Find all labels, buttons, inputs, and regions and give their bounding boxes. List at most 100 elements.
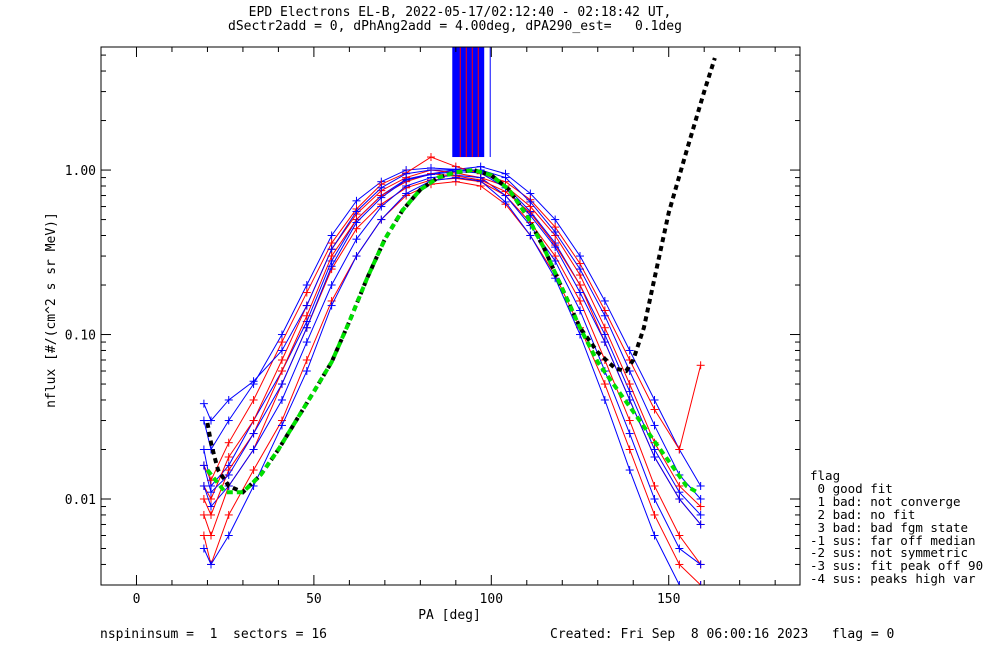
red-series-point [675, 531, 684, 540]
red-series-point [302, 311, 311, 320]
red-series-point [625, 445, 634, 454]
blue-series-point [206, 560, 215, 569]
x-tick-label: 0 [133, 592, 141, 607]
blue-series-line [203, 177, 701, 585]
red-series-point [696, 502, 705, 511]
legend-item: 0 good fit [810, 480, 893, 496]
blue-series-point [377, 215, 386, 224]
blue-series-point [650, 395, 659, 404]
blue-series-line [203, 170, 702, 525]
blue-series-point [526, 197, 535, 206]
legend-item: 3 bad: bad fgm state [810, 519, 969, 535]
blue-series-point [576, 288, 585, 297]
blue-series-point [377, 193, 386, 202]
blue-series-point [277, 346, 286, 355]
blue-series-point [327, 262, 336, 271]
blue-series-point [696, 520, 705, 529]
blue-series-point [576, 265, 585, 274]
blue-series-point [551, 228, 560, 237]
blue-series-point [352, 218, 361, 227]
legend-title: flag [810, 468, 841, 483]
green-fit-curve [205, 168, 699, 495]
blue-series-point [650, 445, 659, 454]
blue-series-point [675, 495, 684, 504]
chart-title-line-1: EPD Electrons EL-B, 2022-05-17/02:12:40 … [248, 5, 672, 20]
blue-series-point [302, 281, 311, 290]
blue-series-point [551, 215, 560, 224]
red-series-point [224, 453, 233, 462]
blue-series-point [696, 495, 705, 504]
red-series-point [696, 361, 705, 370]
red-series-point [302, 288, 311, 297]
blue-series-point [352, 196, 361, 205]
blue-series-point [650, 453, 659, 462]
blue-series-point [249, 429, 258, 438]
blue-series-point [352, 235, 361, 244]
blue-series-point [675, 581, 684, 585]
blue-series-point [277, 421, 286, 430]
red-series-point [277, 338, 286, 347]
y-tick-label: 0.10 [65, 329, 96, 344]
flag-legend: flag 0 good fit 1 bad: not converge 2 ba… [810, 468, 984, 587]
blue-series-point [426, 170, 435, 179]
blue-series-point [352, 207, 361, 216]
footer-created-info: Created: Fri Sep 8 06:00:16 2023 flag = … [550, 627, 895, 642]
blue-series-line [203, 166, 702, 487]
blue-series-point [327, 245, 336, 254]
blue-series-point [402, 189, 411, 198]
red-series-point [249, 466, 258, 475]
blue-series-point [277, 330, 286, 339]
blue-series-point [600, 296, 609, 305]
blue-series-point [696, 481, 705, 490]
blue-series-point [224, 416, 233, 425]
peak-band [452, 47, 485, 158]
blue-series-point [402, 176, 411, 185]
blue-series-point [206, 416, 215, 425]
blue-series-point [526, 231, 535, 240]
legend-item: -4 sus: peaks high var [810, 571, 976, 587]
legend-item: 1 bad: not converge [810, 493, 961, 509]
red-series-point [576, 281, 585, 290]
blue-series-point [224, 531, 233, 540]
blue-series-point [277, 395, 286, 404]
red-series-line [203, 156, 702, 482]
blue-series-point [302, 323, 311, 332]
blue-series-point [206, 488, 215, 497]
red-series-point [206, 531, 215, 540]
blue-series-point [551, 256, 560, 265]
blue-series-point [199, 481, 208, 490]
blue-series-point [352, 252, 361, 261]
blue-series-point [696, 560, 705, 569]
legend-item: 2 bad: no fit [810, 506, 916, 522]
blue-series-point [551, 243, 560, 252]
x-tick-label: 150 [657, 592, 680, 607]
red-series-line [203, 181, 701, 585]
red-series-point [199, 495, 208, 504]
blue-series-point [302, 301, 311, 310]
plot-frame [100, 46, 801, 586]
blue-series-point [501, 197, 510, 206]
red-series-point [625, 416, 634, 425]
blue-series-point [576, 306, 585, 315]
red-series-point [206, 510, 215, 519]
red-series-point [277, 367, 286, 376]
blue-series-point [675, 544, 684, 553]
blue-series-point [600, 395, 609, 404]
blue-series-point [224, 470, 233, 479]
y-tick-label: 1.00 [65, 164, 96, 179]
y-tick-label: 0.01 [65, 493, 96, 508]
red-series-point [650, 405, 659, 414]
chart-title-line-2: dSectr2add = 0, dPhAng2add = 4.00deg, dP… [228, 19, 682, 34]
red-series-point [224, 438, 233, 447]
blue-series-point [327, 301, 336, 310]
blue-series-point [501, 173, 510, 182]
blue-series-point [650, 421, 659, 430]
blue-series-point [249, 445, 258, 454]
blue-series-point [199, 544, 208, 553]
blue-series-point [199, 416, 208, 425]
blue-series-point [625, 429, 634, 438]
red-series-point [600, 323, 609, 332]
red-series-point [277, 356, 286, 365]
legend-item: -3 sus: fit peak off 90 [810, 558, 984, 574]
